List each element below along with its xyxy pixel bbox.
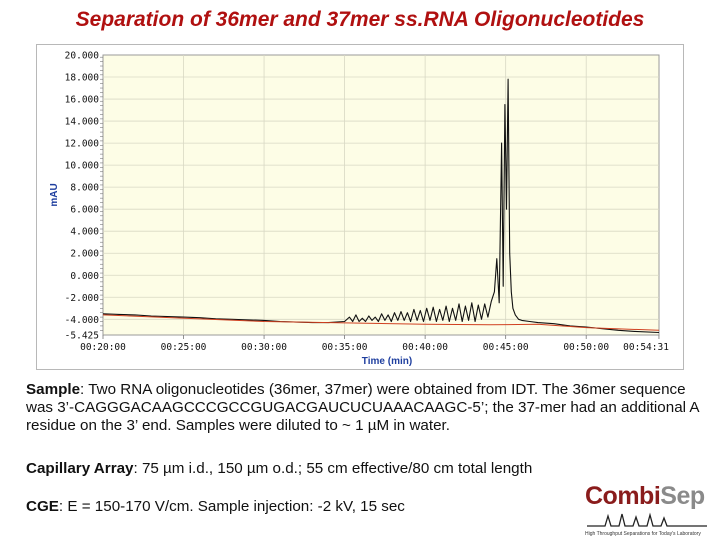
y-axis-label: mAU [49, 183, 60, 206]
series-traces [102, 78, 660, 334]
x-tick-label: 00:30:00 [241, 342, 287, 353]
baseline-trace [102, 314, 660, 331]
y-tick-label: 20.000 [65, 51, 100, 62]
y-tick-label: 6.000 [70, 205, 99, 216]
y-tick-label: -2.000 [65, 293, 100, 304]
y-minor-ticks [100, 56, 103, 331]
y-tick-label: 16.000 [65, 95, 100, 106]
cge-description: CGE: E = 150-170 V/cm. Sample injection:… [26, 498, 706, 516]
logo-tagline: High Throughput Separations for Today's … [585, 531, 701, 537]
cge-text: : E = 150-170 V/cm. Sample injection: -2… [58, 498, 405, 515]
chart-frame: 20.000 18.000 16.000 14.000 12.000 10.000 8.00… [36, 44, 684, 370]
y-tick-label: 18.000 [65, 73, 100, 84]
sample-text: : Two RNA oligonucleotides (36mer, 37mer… [26, 381, 699, 434]
logo-combi: Combi [585, 482, 661, 510]
cge-label: CGE [26, 498, 59, 515]
sample-description: Sample: Two RNA oligonucleotides (36mer,… [26, 381, 706, 435]
logo-wordmark: CombiSep [585, 482, 705, 511]
y-tick-label: 12.000 [65, 139, 100, 150]
logo-sep: Sep [660, 482, 705, 510]
x-tick-label: 00:45:00 [483, 342, 529, 353]
y-tick-label: 10.000 [65, 161, 100, 172]
y-tick-labels: 20.000 18.000 16.000 14.000 12.000 10.000 8.00… [65, 51, 100, 342]
x-tick-label: 00:40:00 [402, 342, 448, 353]
capillary-description: Capillary Array: 75 µm i.d., 150 µm o.d.… [26, 460, 706, 478]
x-tick-labels: 00:20:00 00:25:00 00:30:00 00:35:00 00:40:00… [80, 342, 669, 353]
electropherogram-chart: 20.000 18.000 16.000 14.000 12.000 10.000 8.00… [49, 51, 669, 368]
capillary-label: Capillary Array [26, 460, 134, 477]
chart-title: Separation of 36mer and 37mer ss.RNA Oli… [75, 8, 645, 31]
sample-label: Sample [26, 381, 81, 398]
y-tick-label: 4.000 [70, 227, 99, 238]
y-tick-label: -5.425 [65, 331, 99, 342]
y-tick-label: -4.000 [65, 315, 100, 326]
y-tick-label: 8.000 [70, 183, 99, 194]
plot-area [102, 54, 660, 336]
y-tick-label: 14.000 [65, 117, 100, 128]
logo-wave-icon [587, 512, 707, 527]
x-axis-label: Time (min) [362, 356, 412, 367]
x-tick-label: 00:54:31 [623, 342, 669, 353]
y-tick-label: 0.000 [70, 271, 99, 282]
x-tick-label: 00:20:00 [80, 342, 126, 353]
y-tick-label: 2.000 [70, 249, 99, 260]
capillary-text: : 75 µm i.d., 150 µm o.d.; 55 cm effecti… [133, 460, 533, 477]
x-tick-label: 00:50:00 [563, 342, 609, 353]
grid-lines [102, 55, 660, 339]
x-tick-label: 00:35:00 [322, 342, 368, 353]
combisep-logo: CombiSep High Throughput Separations for… [585, 482, 715, 538]
x-tick-label: 00:25:00 [161, 342, 207, 353]
